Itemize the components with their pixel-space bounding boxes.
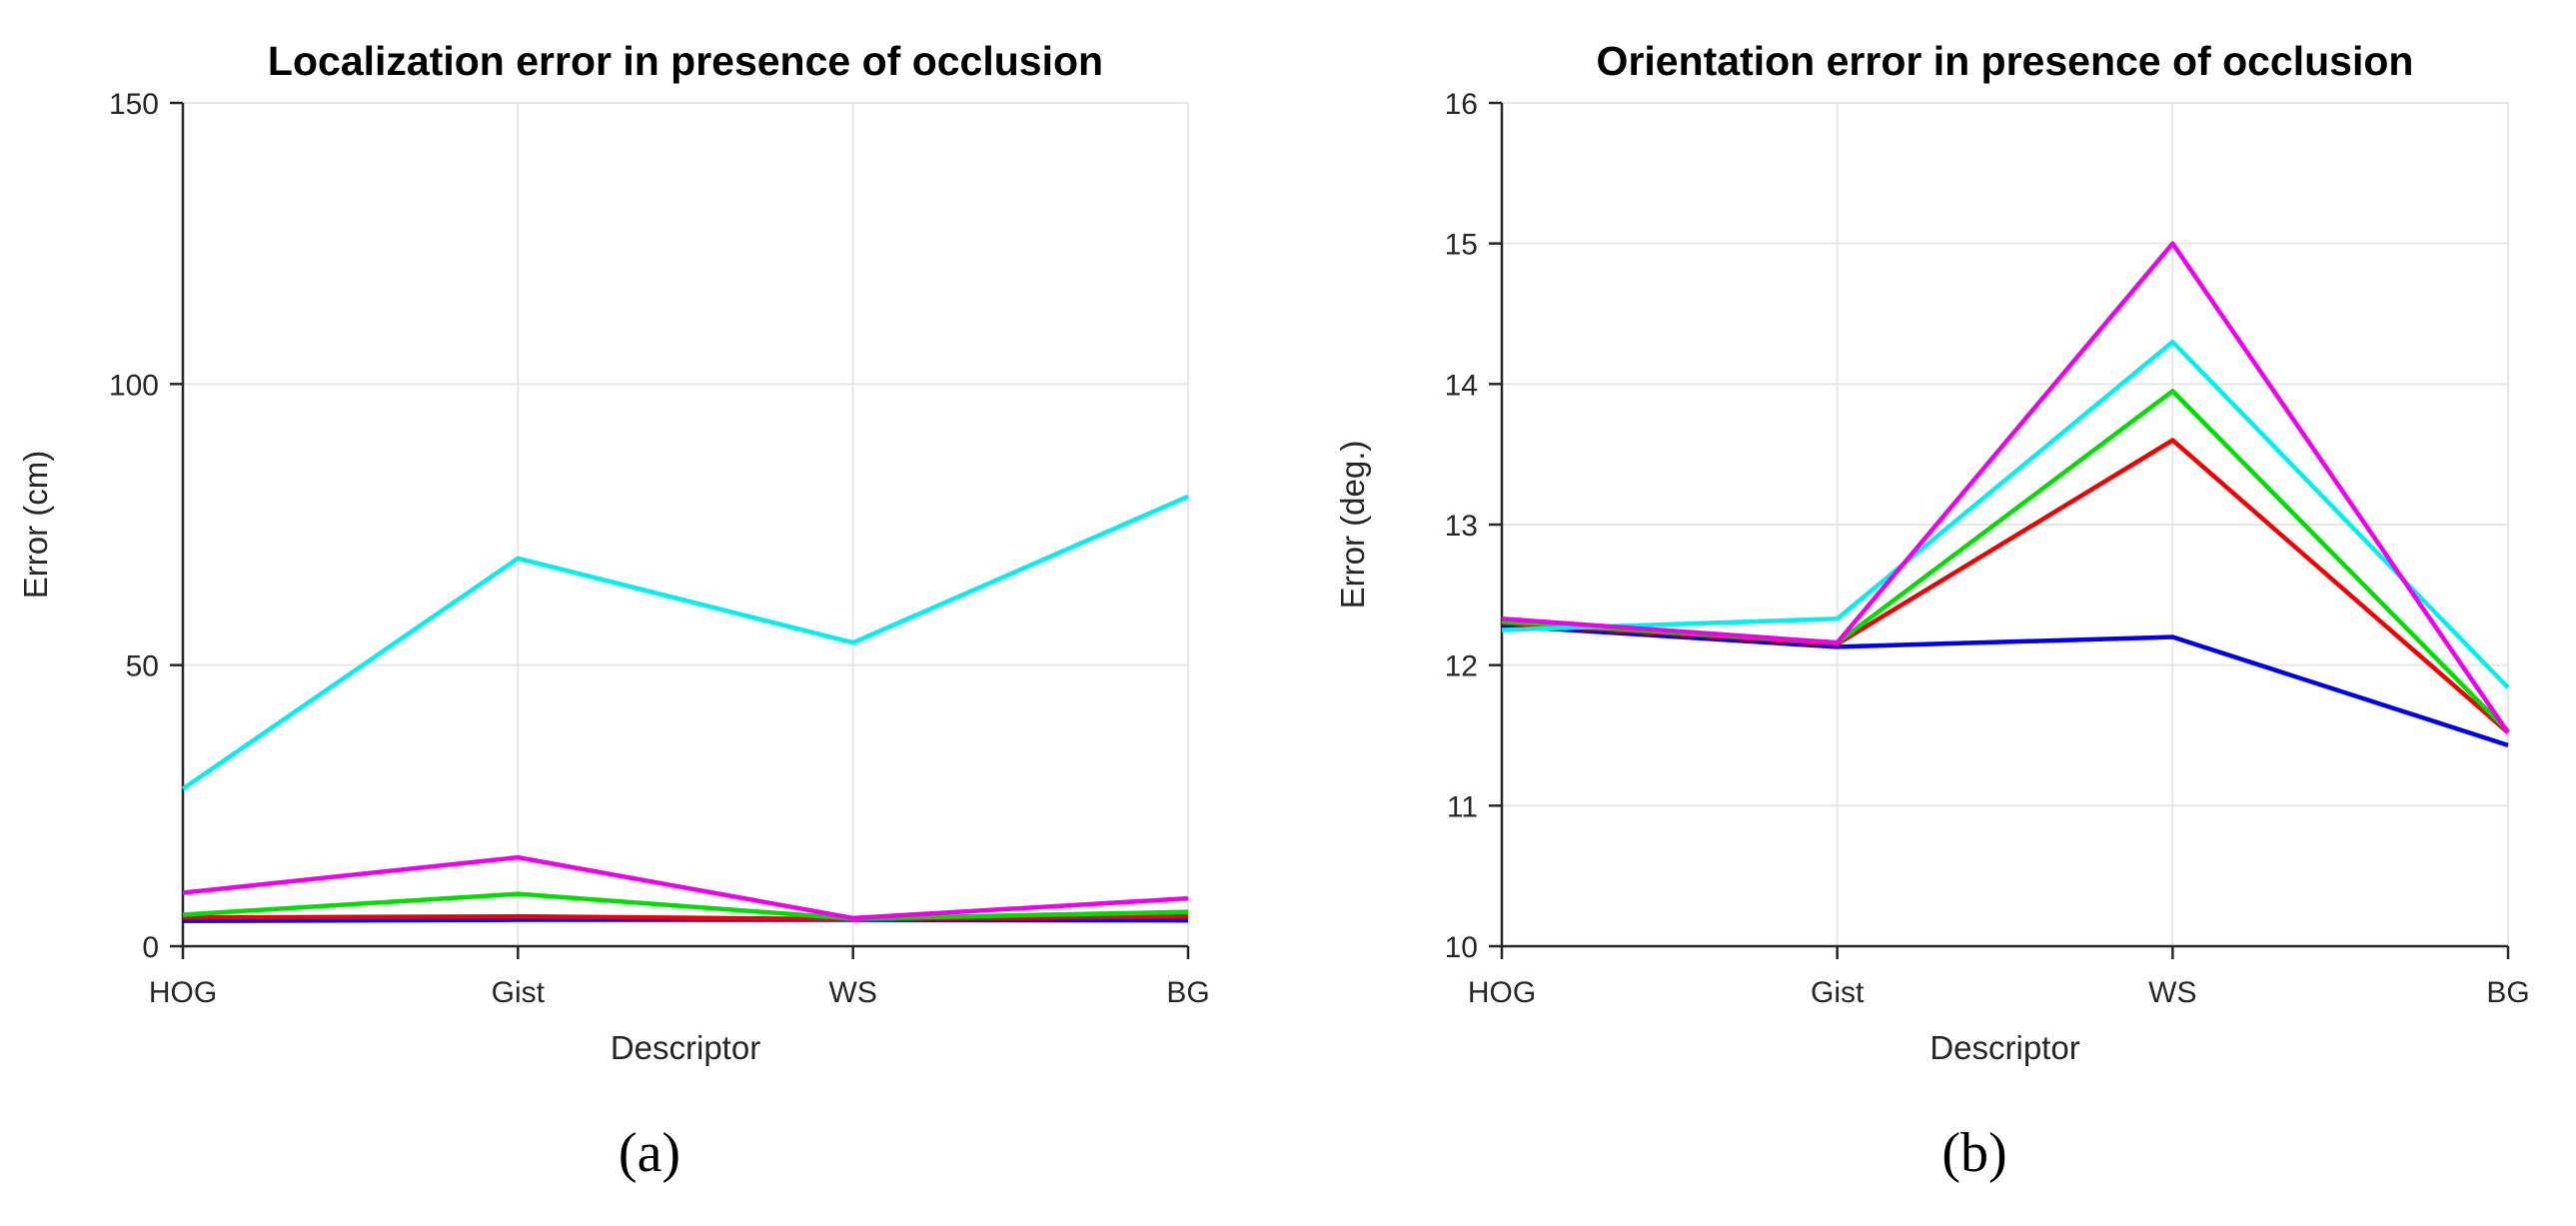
x-tick-label: Gist xyxy=(1811,976,1865,1009)
y-tick-label: 12 xyxy=(1445,650,1478,683)
chart-a-x-axis-label: Descriptor xyxy=(610,1029,761,1066)
y-tick-label: 10 xyxy=(1445,931,1478,964)
chart-b-plot-area: 10 11 12 13 14 15 16 HOG Gist WS BG xyxy=(1445,88,2530,1009)
y-tick-label: 50 xyxy=(126,650,159,683)
y-tick-label: 13 xyxy=(1445,510,1478,543)
cyan-series-line xyxy=(181,494,1189,791)
blue-series-line xyxy=(1501,623,2509,747)
x-tick-label: BG xyxy=(2486,976,2529,1009)
green-series-line xyxy=(182,891,1189,921)
y-tick-label: 100 xyxy=(109,369,159,402)
red-series-line xyxy=(1501,438,2510,734)
x-tick-label: HOG xyxy=(1468,976,1536,1009)
magenta-series-line xyxy=(1501,241,2510,734)
y-tick-label: 14 xyxy=(1445,369,1478,402)
chart-b-x-axis-label: Descriptor xyxy=(1930,1029,2080,1066)
magenta-series-line xyxy=(182,854,1189,921)
cyan-series-line xyxy=(1501,339,2510,689)
x-tick-label: HOG xyxy=(149,976,217,1009)
chart-b-title: Orientation error in presence of occlusi… xyxy=(1596,38,2414,84)
y-tick-label: 16 xyxy=(1445,88,1478,121)
x-tick-label: WS xyxy=(2148,976,2196,1009)
y-tick-label: 150 xyxy=(109,88,159,121)
red-series-line xyxy=(182,913,1189,922)
y-tick-label: 15 xyxy=(1445,229,1478,262)
chart-b-y-axis-label: Error (deg.) xyxy=(1334,440,1371,610)
subfigure-a-caption: (a) xyxy=(618,1122,681,1184)
x-tick-label: BG xyxy=(1166,976,1209,1009)
x-tick-label: WS xyxy=(829,976,877,1009)
chart-a-title: Localization error in presence of occlus… xyxy=(267,38,1104,84)
x-tick-label: Gist xyxy=(492,976,546,1009)
y-tick-label: 11 xyxy=(1447,790,1478,823)
subfigure-b-caption: (b) xyxy=(1941,1122,2007,1184)
chart-a-y-axis-label: Error (cm) xyxy=(17,450,54,600)
y-tick-label: 0 xyxy=(142,931,159,964)
chart-a-plot-area: 0 50 100 150 HOG Gist WS BG xyxy=(109,88,1210,1009)
